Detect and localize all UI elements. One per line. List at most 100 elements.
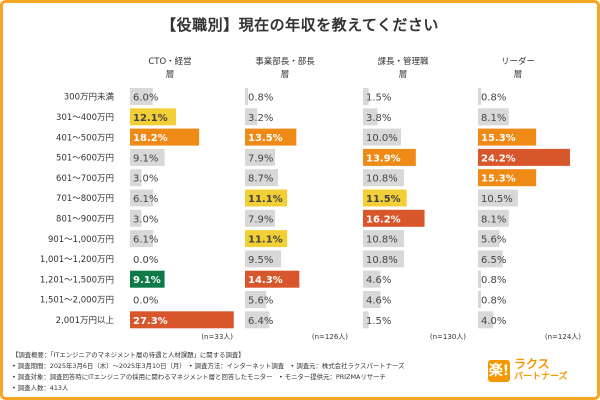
category-label: 901～1,000万円	[48, 235, 114, 245]
bar	[130, 209, 142, 227]
bar	[245, 230, 288, 248]
category-label: 301～400万円	[56, 113, 114, 123]
category-label: 501～600万円	[56, 154, 114, 164]
data-label: 5.6%	[481, 235, 506, 246]
bar	[245, 291, 267, 308]
bar	[245, 128, 297, 146]
data-label: 6.4%	[248, 316, 273, 327]
bar	[130, 148, 165, 166]
bar	[130, 230, 154, 248]
sample-size-label: (n=33人)	[201, 333, 233, 341]
data-label: 15.3%	[481, 133, 516, 144]
data-label: 10.0%	[366, 133, 398, 144]
bar	[363, 230, 405, 248]
brand-logo-line: パートナーズ	[514, 372, 568, 382]
data-label: 8.7%	[248, 174, 273, 185]
bar	[478, 189, 518, 207]
bar	[363, 311, 369, 329]
bar	[363, 189, 407, 207]
data-label: 6.5%	[481, 255, 506, 266]
bar	[130, 311, 234, 329]
series-header: 層	[399, 70, 408, 80]
data-label: 9.1%	[133, 275, 161, 286]
bar	[478, 88, 482, 105]
bar	[363, 108, 378, 126]
data-label: 9.1%	[133, 153, 158, 164]
data-label: 4.6%	[366, 275, 391, 286]
data-label: 13.5%	[248, 133, 283, 144]
bar	[478, 230, 500, 248]
data-label: 11.1%	[248, 194, 283, 205]
series-header: 課長・管理職	[377, 56, 429, 67]
brand-logo-line: ラクス	[514, 357, 550, 371]
data-label: 6.1%	[133, 235, 158, 246]
bar	[130, 270, 165, 288]
bar	[245, 311, 270, 329]
data-label: 11.1%	[248, 235, 283, 246]
sample-size-label: (n=124人)	[545, 333, 581, 341]
category-label: 300万円未満	[64, 92, 115, 103]
bar	[478, 108, 509, 126]
bar	[245, 108, 258, 126]
data-label: 3.2%	[248, 113, 273, 124]
series-header: リーダー	[501, 56, 535, 67]
data-label: 8.1%	[481, 113, 506, 124]
data-label: 10.5%	[481, 194, 513, 205]
data-label: 6.1%	[133, 194, 158, 205]
series-header: CTO・経営	[148, 56, 191, 67]
bar	[130, 169, 142, 187]
data-label: 0.8%	[481, 93, 506, 104]
data-label: 10.8%	[366, 255, 398, 266]
data-label: 3.8%	[366, 113, 391, 124]
bar	[478, 250, 503, 268]
data-label: 0.8%	[481, 296, 506, 307]
data-label: 7.9%	[248, 153, 273, 164]
data-label: 18.2%	[133, 133, 168, 144]
category-label: 1,501～2,000万円	[40, 296, 114, 306]
series-header: 事業部長・部長	[255, 56, 315, 67]
bar	[130, 128, 200, 146]
bar	[363, 209, 425, 227]
category-label: 401～500万円	[56, 133, 114, 143]
brand-logo-mark: 楽!	[488, 360, 510, 382]
data-label: 6.0%	[133, 93, 158, 104]
data-label: 4.6%	[366, 296, 391, 307]
bar	[130, 88, 153, 105]
bar	[478, 169, 537, 187]
category-label: 2,001万円以上	[56, 316, 115, 326]
data-label: 0.8%	[248, 93, 273, 104]
bar	[245, 148, 276, 166]
bar	[363, 148, 416, 166]
survey-notes-line: • 調査期間：2025年3月6日（木）～2025年3月10日（月） • 調査方法…	[12, 362, 405, 370]
category-label: 801～900万円	[56, 215, 114, 225]
survey-notes-line: 【調査概要：「ITエンジニアのマネジメント層の待遇と人材課題」に関する調査】	[12, 351, 245, 359]
data-label: 5.6%	[248, 296, 273, 307]
category-label: 601～700万円	[56, 174, 114, 184]
bar	[478, 148, 570, 166]
bar	[245, 270, 300, 288]
data-label: 1.5%	[366, 93, 391, 104]
data-label: 15.3%	[481, 174, 516, 185]
bar	[478, 209, 509, 227]
sample-size-label: (n=130人)	[430, 333, 466, 341]
bar	[245, 169, 279, 187]
data-label: 24.2%	[481, 153, 516, 164]
bar	[130, 189, 154, 207]
survey-notes-line: • 調査対象：調査回答時にITエンジニアの採用に関わるマネジメント層と回答したモ…	[12, 373, 386, 381]
bar	[245, 189, 288, 207]
survey-notes: 【調査概要：「ITエンジニアのマネジメント層の待遇と人材課題」に関する調査】 •…	[12, 350, 472, 394]
category-label: 701～800万円	[56, 194, 114, 204]
data-label: 11.5%	[366, 194, 401, 205]
bar	[478, 270, 482, 288]
bar	[245, 250, 282, 268]
data-label: 0.0%	[133, 255, 158, 266]
data-label: 10.8%	[366, 235, 398, 246]
data-label: 4.0%	[481, 316, 506, 327]
data-label: 13.9%	[366, 153, 401, 164]
data-label: 7.9%	[248, 214, 273, 225]
data-label: 9.5%	[248, 255, 273, 266]
bar	[363, 128, 401, 146]
data-label: 27.3%	[133, 316, 168, 327]
data-label: 0.8%	[481, 275, 506, 286]
